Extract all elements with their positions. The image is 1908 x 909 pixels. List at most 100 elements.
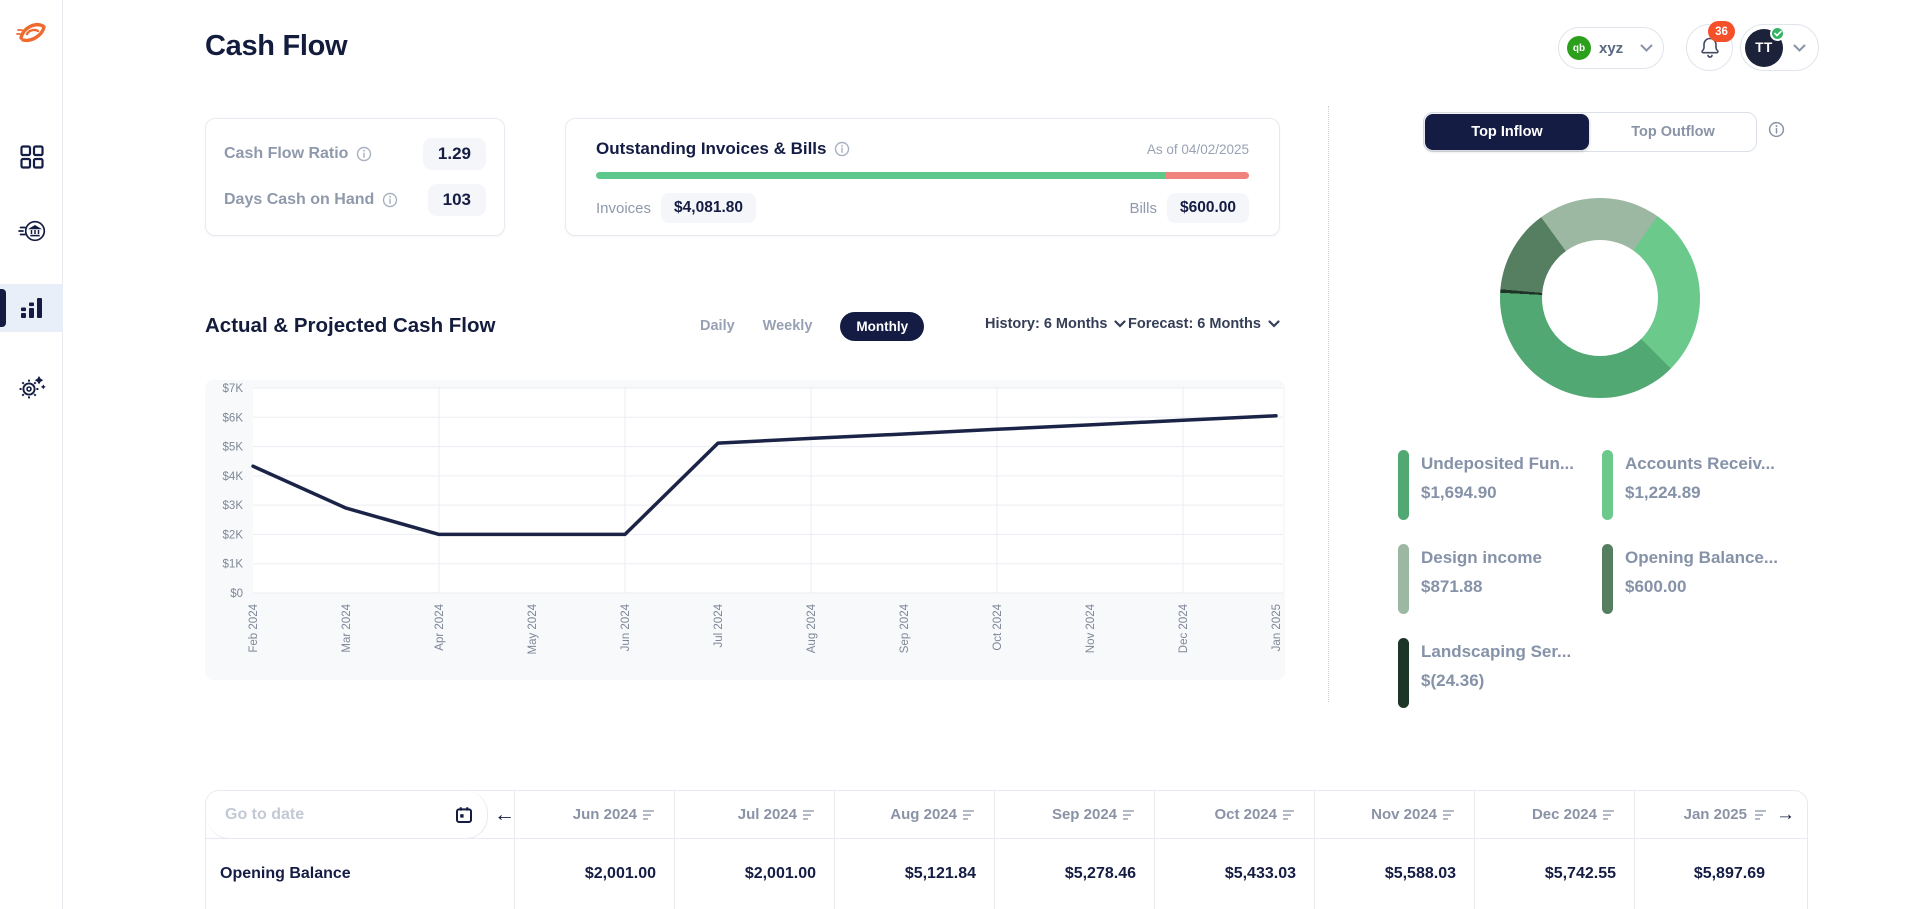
info-icon[interactable] <box>382 192 398 208</box>
legend-value: $(24.36) <box>1421 671 1485 690</box>
bills-progress-segment <box>1165 172 1249 179</box>
x-axis-label: Feb 2024 <box>248 603 260 652</box>
calendar-icon[interactable] <box>455 806 473 824</box>
avatar: TT <box>1745 25 1785 67</box>
legend-item: Accounts Receiv... $1,224.89 <box>1602 450 1872 520</box>
sidebar-item-cash-flow[interactable] <box>0 284 63 332</box>
donut-legend: Undeposited Fun... $1,694.90 Accounts Rece… <box>1398 450 1872 708</box>
filter-icon[interactable] <box>643 809 656 821</box>
y-axis-label: $1K <box>223 559 244 571</box>
y-axis-label: $2K <box>223 529 244 541</box>
app-logo-icon <box>16 23 46 43</box>
filter-icon[interactable] <box>1755 809 1768 821</box>
quickbooks-icon: qb <box>1567 36 1591 60</box>
sidebar-item-settings[interactable] <box>0 363 63 411</box>
cash-flow-line <box>251 414 1278 537</box>
y-axis-label: $0 <box>230 588 243 600</box>
legend-value: $600.00 <box>1625 577 1687 596</box>
line-chart-svg: $0 $1K $2K $3K $4K $5K $6K $7K Feb 2024 Mar 2024 A… <box>223 383 1283 655</box>
table-header-row: Go to date ← Jun 2024 Jul 2024 Aug 2024 Sep… <box>206 791 1807 839</box>
frequency-option-monthly[interactable]: Monthly <box>840 311 925 341</box>
legend-name: Undeposited Fun... <box>1421 454 1574 473</box>
column-label: Dec 2024 <box>1531 806 1597 823</box>
opening-balance-value: $2,001.00 <box>674 839 834 909</box>
legend-name: Opening Balance... <box>1625 548 1779 567</box>
legend-name: Landscaping Ser... <box>1421 642 1572 661</box>
column-header-jan-2025[interactable]: Jan 2025 → <box>1634 791 1807 838</box>
opening-balance-value: $5,121.84 <box>834 839 994 909</box>
bell-icon <box>1700 37 1719 58</box>
opening-balance-value: $5,433.03 <box>1154 839 1314 909</box>
filter-icon[interactable] <box>1123 809 1136 821</box>
cash-flow-table: Go to date ← Jun 2024 Jul 2024 Aug 2024 Sep… <box>205 790 1808 909</box>
as-of-date: As of 04/02/2025 <box>1146 141 1249 157</box>
x-axis-label: Mar 2024 <box>341 603 353 652</box>
notifications-button[interactable]: 36 <box>1686 21 1735 71</box>
filter-icon[interactable] <box>1283 809 1296 821</box>
gear-sparkle-icon <box>19 375 46 398</box>
goto-date-input[interactable]: Go to date <box>207 791 488 839</box>
filter-icon[interactable] <box>963 809 976 821</box>
user-menu[interactable]: TT <box>1740 24 1819 71</box>
opening-balance-value: $5,897.69 <box>1634 839 1807 909</box>
y-axis-label: $5K <box>223 442 244 454</box>
bar-chart-icon <box>21 298 42 318</box>
invoices-bills-progress-bar <box>596 172 1249 179</box>
tab-top-outflow[interactable]: Top Outflow <box>1631 124 1715 140</box>
notification-count-badge: 36 <box>1708 21 1735 42</box>
cash-flow-chart: $0 $1K $2K $3K $4K $5K $6K $7K Feb 2024 Mar 2024 A… <box>205 380 1285 680</box>
section-title: Actual & Projected Cash Flow <box>205 314 496 337</box>
legend-name: Accounts Receiv... <box>1625 454 1775 473</box>
x-axis-label: Apr 2024 <box>434 603 446 650</box>
sidebar-item-dashboard[interactable] <box>0 133 63 181</box>
opening-balance-value: $5,278.46 <box>994 839 1154 909</box>
table-data-row: Opening Balance $2,001.00 $2,001.00 $5,121… <box>206 839 1807 909</box>
sidebar-item-banking[interactable] <box>0 207 63 255</box>
active-nav-indicator <box>0 289 6 327</box>
legend-value: $1,694.90 <box>1421 483 1497 502</box>
column-label: Aug 2024 <box>890 806 957 823</box>
info-icon[interactable] <box>834 141 850 157</box>
chevron-down-icon <box>1268 320 1280 328</box>
forecast-select[interactable]: Forecast: 6 Months <box>1128 316 1280 332</box>
goto-date-placeholder: Go to date <box>225 805 305 823</box>
column-header-jun-2024[interactable]: Jun 2024 <box>514 791 674 838</box>
column-header-sep-2024[interactable]: Sep 2024 <box>994 791 1154 838</box>
x-axis-label: Jan 2025 <box>1271 604 1283 651</box>
metric-value-badge: 1.29 <box>422 138 486 170</box>
column-header-dec-2024[interactable]: Dec 2024 <box>1474 791 1634 838</box>
filter-icon[interactable] <box>803 809 816 821</box>
frequency-option-weekly[interactable]: Weekly <box>762 318 813 334</box>
opening-balance-value: $5,588.03 <box>1314 839 1474 909</box>
org-name: xyz <box>1599 39 1624 57</box>
column-header-jul-2024[interactable]: Jul 2024 <box>674 791 834 838</box>
scroll-right-arrow[interactable]: → <box>1776 804 1795 825</box>
bank-icon <box>17 220 45 242</box>
legend-item: Undeposited Fun... $1,694.90 <box>1398 450 1602 520</box>
column-header-oct-2024[interactable]: Oct 2024 <box>1154 791 1314 838</box>
scroll-left-arrow[interactable]: ← <box>494 803 515 826</box>
org-selector[interactable]: qb xyz <box>1558 27 1664 69</box>
bills-label: Bills <box>1129 199 1157 217</box>
filter-icon[interactable] <box>1443 809 1456 821</box>
info-icon[interactable] <box>356 146 372 162</box>
history-select[interactable]: History: 6 Months <box>985 316 1127 332</box>
frequency-option-daily[interactable]: Daily <box>700 318 735 334</box>
column-header-aug-2024[interactable]: Aug 2024 <box>834 791 994 838</box>
x-axis-label: May 2024 <box>527 603 539 654</box>
column-header-nov-2024[interactable]: Nov 2024 <box>1314 791 1474 838</box>
y-axis-label: $3K <box>223 500 244 512</box>
legend-color-bar <box>1398 638 1409 708</box>
sidebar <box>0 0 63 909</box>
info-icon[interactable] <box>1768 121 1785 138</box>
cash-flow-ratio-row: Cash Flow Ratio 1.29 <box>224 137 486 171</box>
tab-top-inflow[interactable]: Top Inflow <box>1425 114 1589 150</box>
filter-icon[interactable] <box>1603 809 1616 821</box>
chevron-down-icon <box>1793 44 1806 52</box>
chevron-down-icon <box>1114 320 1127 328</box>
y-axis-label: $4K <box>223 471 244 483</box>
goto-date-cell: Go to date ← <box>206 791 515 839</box>
column-label: Sep 2024 <box>1051 806 1117 823</box>
inflow-outflow-toggle: Top Inflow Top Outflow <box>1423 112 1757 152</box>
top-inflow-donut-chart <box>1500 198 1700 398</box>
